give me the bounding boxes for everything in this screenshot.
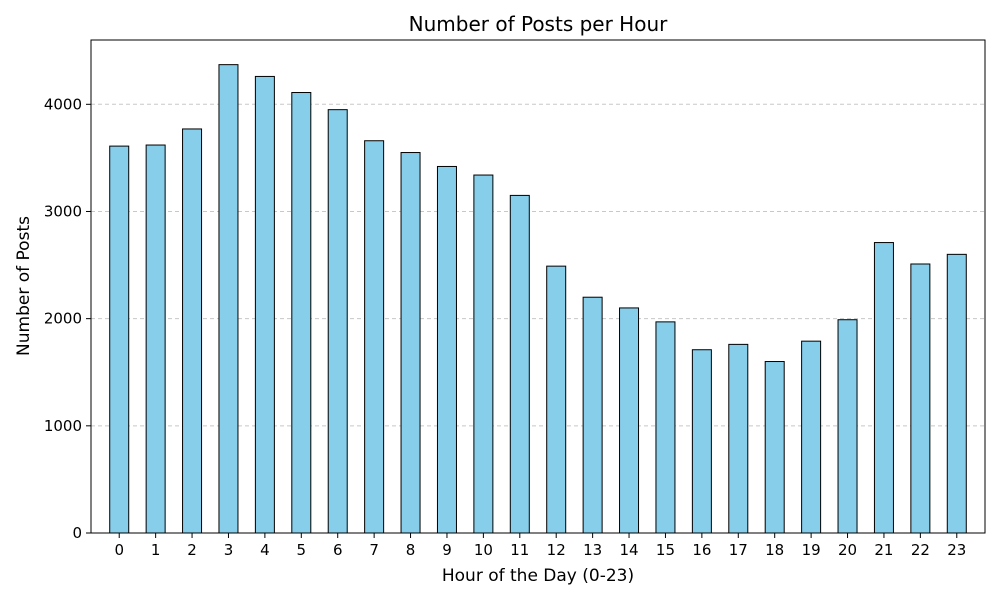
x-tick-label: 13 xyxy=(583,541,602,559)
x-axis-ticks: 0 1 2 3 4 5 6 7 8 9 10 11 12 13 14 15 16 17 18 19 20 21 22 23 xyxy=(114,533,966,559)
bar-hour-11 xyxy=(509,194,530,534)
bar-hour-14 xyxy=(619,307,640,534)
x-tick-label: 8 xyxy=(406,541,416,559)
x-tick-label: 4 xyxy=(260,541,270,559)
bar-hour-9 xyxy=(436,165,457,534)
bar-hour-12 xyxy=(546,265,567,534)
bar-hour-13 xyxy=(582,296,603,534)
x-tick-label: 11 xyxy=(510,541,529,559)
bar-hour-20 xyxy=(837,319,858,534)
x-tick-label: 5 xyxy=(297,541,307,559)
x-tick-label: 1 xyxy=(151,541,161,559)
bar-hour-21 xyxy=(873,242,894,534)
chart-title: Number of Posts per Hour xyxy=(409,12,668,36)
x-tick-label: 7 xyxy=(369,541,379,559)
x-tick-label: 17 xyxy=(729,541,748,559)
plot-frame xyxy=(90,39,986,534)
x-tick-label: 19 xyxy=(802,541,821,559)
x-tick-label: 22 xyxy=(911,541,930,559)
y-tick-label: 2000 xyxy=(44,310,82,328)
bar-hour-4 xyxy=(254,75,275,534)
x-tick-label: 10 xyxy=(474,541,493,559)
bar-hour-8 xyxy=(400,152,421,534)
bar-hour-15 xyxy=(655,321,676,534)
bar-hour-7 xyxy=(364,140,385,534)
y-axis-label: Number of Posts xyxy=(14,216,34,356)
x-tick-label: 0 xyxy=(114,541,124,559)
y-tick-label: 4000 xyxy=(44,95,82,113)
bar-hour-17 xyxy=(728,343,749,534)
x-tick-label: 6 xyxy=(333,541,343,559)
y-tick-label: 3000 xyxy=(44,202,82,220)
y-axis-ticks: 0 1000 2000 3000 4000 xyxy=(44,95,91,542)
bar-hour-10 xyxy=(473,174,494,534)
x-tick-label: 12 xyxy=(547,541,566,559)
x-tick-label: 23 xyxy=(947,541,966,559)
bar-hour-3 xyxy=(218,64,239,534)
bar-hour-16 xyxy=(691,349,712,534)
x-tick-label: 16 xyxy=(692,541,711,559)
bar-hour-1 xyxy=(145,144,166,534)
bar-hour-0 xyxy=(109,145,130,534)
bar-hour-2 xyxy=(182,128,203,534)
x-tick-label: 20 xyxy=(838,541,857,559)
x-tick-label: 14 xyxy=(619,541,638,559)
x-tick-label: 21 xyxy=(874,541,893,559)
x-tick-label: 2 xyxy=(187,541,197,559)
bar-hour-22 xyxy=(910,263,931,534)
x-tick-label: 9 xyxy=(442,541,452,559)
bars xyxy=(109,64,967,534)
x-tick-label: 18 xyxy=(765,541,784,559)
x-tick-label: 3 xyxy=(224,541,234,559)
y-tick-label: 0 xyxy=(72,524,82,542)
bar-hour-23 xyxy=(946,253,967,534)
x-axis-label: Hour of the Day (0-23) xyxy=(442,566,634,586)
bar-hour-6 xyxy=(327,109,348,534)
y-tick-label: 1000 xyxy=(44,417,82,435)
bar-hour-18 xyxy=(764,361,785,534)
bar-hour-19 xyxy=(801,340,822,534)
x-tick-label: 15 xyxy=(656,541,675,559)
bar-hour-5 xyxy=(291,92,312,534)
